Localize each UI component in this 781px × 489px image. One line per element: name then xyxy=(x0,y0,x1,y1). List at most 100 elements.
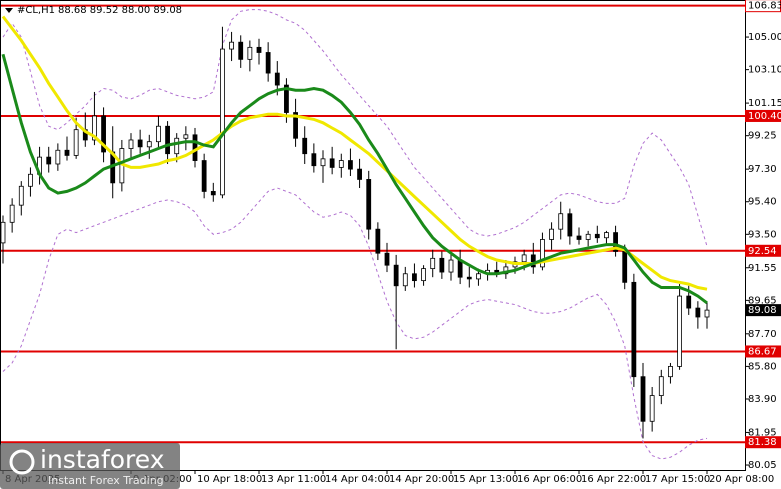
watermark: instaforex Instant Forex Trading xyxy=(0,443,180,489)
candle-body xyxy=(247,46,253,60)
candle-body xyxy=(466,276,472,280)
x-tick-label: 20 Apr 08:00 xyxy=(709,474,774,485)
candle-body xyxy=(92,115,97,141)
candle-body xyxy=(649,395,655,422)
level-label: 81.38 xyxy=(748,437,777,448)
candle-body xyxy=(476,273,481,280)
candle-body xyxy=(338,160,344,168)
candle-body xyxy=(9,204,15,223)
series-line xyxy=(2,9,708,247)
candle-body xyxy=(521,254,527,263)
y-tick-label: 81.95 xyxy=(748,427,777,438)
x-tick-label: 16 Apr 22:00 xyxy=(581,474,646,485)
candle-body xyxy=(457,259,463,278)
level-label-box xyxy=(745,244,781,257)
candle-body xyxy=(558,213,564,230)
candle-body xyxy=(530,254,536,268)
y-tick-label: 85.80 xyxy=(748,361,777,372)
candle-body xyxy=(18,185,24,206)
candle-body xyxy=(430,257,436,270)
level-label: 100.40 xyxy=(748,111,781,122)
candle-body xyxy=(393,264,399,287)
symbol: #CL,H1 xyxy=(17,5,55,16)
y-tick-label: 83.90 xyxy=(748,394,777,405)
level-label: 92.54 xyxy=(748,246,777,257)
candle-body xyxy=(220,48,225,196)
candle-body xyxy=(64,149,70,156)
candle-body xyxy=(677,295,682,367)
x-tick-label: 10 Apr 18:00 xyxy=(197,474,262,485)
x-tick-label: 16 Apr 06:00 xyxy=(517,474,582,485)
candle-body xyxy=(210,191,216,196)
candle-body xyxy=(686,295,692,309)
watermark-brand: instaforex xyxy=(40,445,165,474)
candle-body xyxy=(302,137,308,155)
candle-body xyxy=(622,251,628,283)
candle-body xyxy=(293,112,298,139)
candle-body xyxy=(274,72,280,86)
candle-body xyxy=(668,365,673,378)
top-level-label: 106.83 xyxy=(748,1,781,12)
y-tick-label: 93.50 xyxy=(748,229,777,240)
candle-body xyxy=(284,84,289,113)
candle-body xyxy=(604,232,609,239)
candle-body xyxy=(55,149,61,165)
watermark-box xyxy=(0,443,180,489)
candle-body xyxy=(201,160,207,192)
watermark-slogan: Instant Forex Trading xyxy=(48,474,164,487)
candle-body xyxy=(567,213,573,237)
candle-body xyxy=(156,125,161,143)
y-tick-label: 87.70 xyxy=(748,329,777,340)
candle-body xyxy=(329,158,335,168)
series-line xyxy=(1,53,708,305)
candle-body xyxy=(366,179,372,230)
plot xyxy=(0,4,745,460)
y-tick-label: 103.10 xyxy=(748,65,781,76)
y-tick-label: 99.25 xyxy=(748,131,777,142)
x-tick-label: 13 Apr 11:00 xyxy=(261,474,326,485)
candle-body xyxy=(0,221,6,244)
candle-body xyxy=(265,52,271,74)
candle-body xyxy=(238,41,244,60)
candle-body xyxy=(357,168,362,180)
candle-body xyxy=(631,281,637,378)
candle-body xyxy=(412,273,417,282)
level-label-box xyxy=(745,109,781,122)
y-tick-label: 91.55 xyxy=(748,263,777,274)
y-tick-label: 105.00 xyxy=(748,32,781,43)
candle-body xyxy=(28,173,33,187)
level-label-box xyxy=(745,436,781,449)
candle-body xyxy=(439,257,445,273)
candle-body xyxy=(375,228,381,254)
candle-body xyxy=(73,129,79,156)
candle-body xyxy=(704,309,710,318)
candle-body xyxy=(146,141,152,148)
price-box xyxy=(745,304,781,317)
plot-frame xyxy=(0,0,746,471)
candle-body xyxy=(640,376,646,422)
candle-body xyxy=(540,239,545,268)
level-label-box xyxy=(745,345,781,358)
candle-body xyxy=(311,153,317,167)
candle-body xyxy=(192,134,198,161)
candle-body xyxy=(421,268,426,282)
x-tick-label: 17 Apr 15:00 xyxy=(645,474,710,485)
y-tick-label: 95.40 xyxy=(748,197,777,208)
candle-body xyxy=(183,134,189,139)
candle-body xyxy=(229,41,234,50)
y-tick-label: 97.30 xyxy=(748,164,777,175)
candle-body xyxy=(658,376,664,396)
candle-body xyxy=(384,252,390,266)
candle-body xyxy=(137,139,143,148)
menu-triangle xyxy=(5,8,13,13)
y-tick-label: 89.65 xyxy=(748,295,777,306)
candle-body xyxy=(165,125,170,155)
candle-body xyxy=(256,46,262,53)
series-line xyxy=(2,187,708,460)
header-values: 88.68 89.52 88.00 89.08 xyxy=(58,5,182,16)
candle-body xyxy=(128,139,134,149)
x-tick-label: 14 Apr 20:00 xyxy=(389,474,454,485)
y-tick-label: 101.15 xyxy=(748,98,781,109)
